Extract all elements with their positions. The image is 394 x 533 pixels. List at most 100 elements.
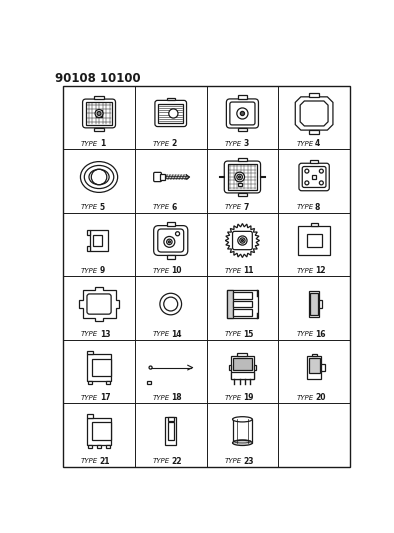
Text: 1: 1 [100,139,105,148]
Text: 13: 13 [100,330,110,339]
Bar [87,417,111,445]
Text: 23: 23 [243,457,254,466]
Bar [106,381,110,384]
Ellipse shape [80,161,118,192]
FancyBboxPatch shape [155,100,186,126]
FancyBboxPatch shape [83,99,115,128]
Text: 12: 12 [315,266,325,275]
Text: 18: 18 [171,393,182,402]
Bar [309,93,319,97]
Bar [238,95,247,99]
Text: 6: 6 [171,203,177,212]
Bar [238,128,247,132]
Text: TYPE: TYPE [153,268,170,274]
Text: TYPE: TYPE [153,141,170,147]
Polygon shape [225,223,260,257]
Text: 21: 21 [100,457,110,466]
Circle shape [149,366,152,369]
Circle shape [240,238,245,243]
FancyBboxPatch shape [158,229,184,252]
Text: 10: 10 [171,266,182,275]
Bar [309,358,320,373]
Circle shape [238,236,247,245]
Bar [158,103,183,123]
Text: 11: 11 [243,266,254,275]
Text: TYPE: TYPE [81,268,98,274]
Text: TYPE: TYPE [296,268,313,274]
Bar [232,419,252,443]
FancyBboxPatch shape [299,163,329,191]
Bar [93,235,102,246]
Text: TYPE: TYPE [225,204,242,210]
Bar [229,365,231,370]
Circle shape [169,109,178,118]
Bar [227,290,233,318]
Text: TYPE: TYPE [296,395,313,401]
Bar [238,353,247,356]
Bar [233,292,252,299]
Ellipse shape [232,417,252,422]
Text: TYPE: TYPE [225,268,242,274]
Bar [228,164,257,190]
Bar [167,222,175,225]
FancyBboxPatch shape [154,225,188,255]
Bar [233,301,252,308]
Bar [97,445,101,448]
Polygon shape [79,287,119,321]
Bar [167,422,174,440]
Circle shape [97,111,101,116]
Ellipse shape [84,165,114,189]
Bar [298,227,331,255]
Text: 17: 17 [100,393,110,402]
FancyBboxPatch shape [227,99,258,128]
Bar [238,158,247,161]
Text: TYPE: TYPE [81,331,98,337]
Bar [310,293,318,315]
FancyBboxPatch shape [224,161,260,193]
Bar [233,309,252,316]
Bar [309,130,319,134]
Bar [310,160,318,163]
Bar [92,423,111,440]
Text: TYPE: TYPE [225,458,242,464]
Bar [238,193,247,196]
Text: TYPE: TYPE [296,204,313,210]
Text: 4: 4 [315,139,320,148]
Bar [167,98,175,100]
Bar [320,300,322,308]
Text: 16: 16 [315,330,325,339]
FancyBboxPatch shape [230,102,255,125]
Bar [95,96,104,99]
Bar [167,255,175,259]
Text: TYPE: TYPE [225,331,242,337]
Bar [87,230,90,235]
Bar [309,291,320,317]
Text: 22: 22 [171,457,182,466]
Text: 19: 19 [243,393,254,402]
Text: 3: 3 [243,139,249,148]
Bar [160,174,165,180]
Bar [227,290,258,318]
Text: TYPE: TYPE [81,395,98,401]
Text: TYPE: TYPE [296,141,313,147]
Circle shape [237,108,248,119]
Bar [90,230,108,251]
Bar [307,357,321,378]
FancyBboxPatch shape [154,172,162,182]
Bar [231,372,254,379]
Bar [312,354,317,357]
Circle shape [167,239,172,245]
Circle shape [95,110,103,117]
Circle shape [164,297,178,311]
Bar [231,356,254,379]
FancyBboxPatch shape [302,166,326,188]
Text: 5: 5 [100,203,105,212]
Text: TYPE: TYPE [225,395,242,401]
Bar [321,365,325,370]
Bar [92,359,111,376]
Text: TYPE: TYPE [153,395,170,401]
Text: 9: 9 [100,266,105,275]
Circle shape [160,293,182,315]
Circle shape [235,172,245,182]
Bar [167,417,174,421]
